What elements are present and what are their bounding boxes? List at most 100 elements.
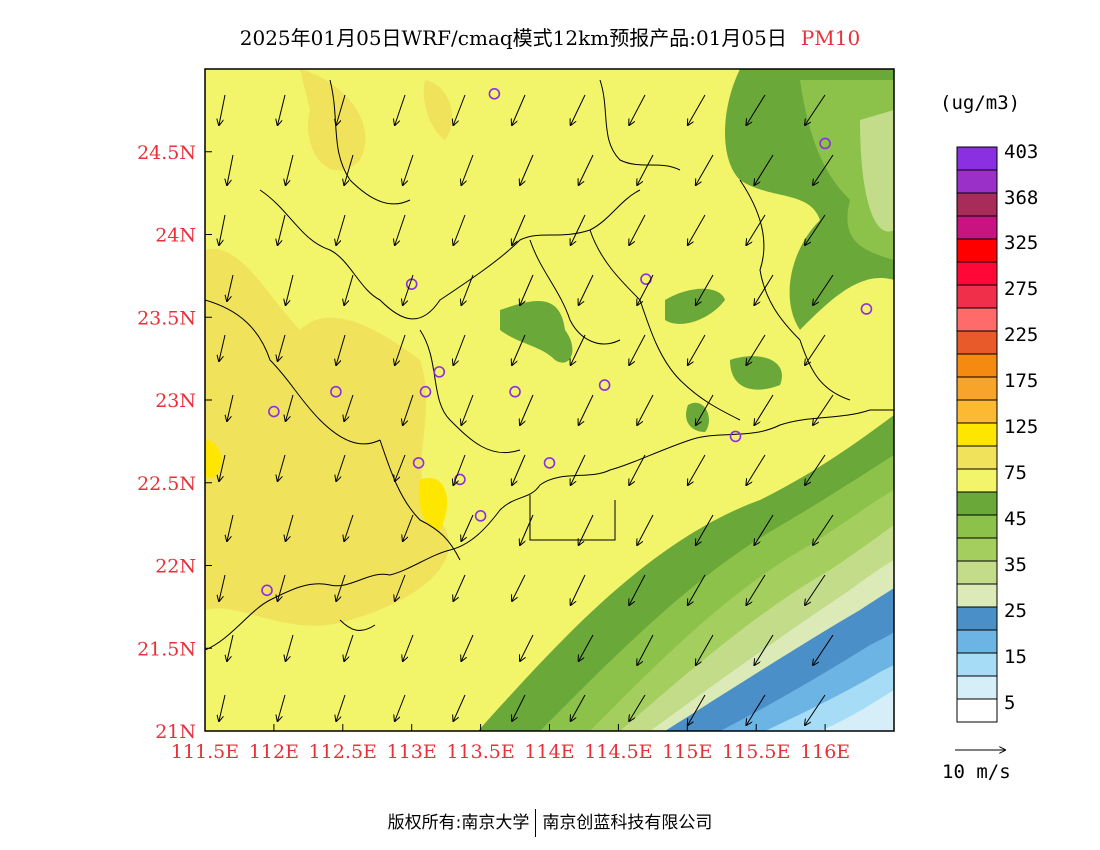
wind-arrow bbox=[579, 514, 594, 545]
x-tick-label: 113.5E bbox=[446, 741, 514, 763]
wind-arrow bbox=[754, 394, 774, 425]
band-5c bbox=[820, 690, 894, 731]
field-patch-hot bbox=[418, 478, 448, 530]
station-marker bbox=[268, 405, 280, 418]
colorbar-swatch bbox=[956, 330, 998, 355]
wind-arrow bbox=[336, 454, 346, 481]
legend-unit: (ug/m3) bbox=[940, 92, 1020, 114]
wind-arrow bbox=[395, 574, 406, 601]
wind-arrow bbox=[805, 454, 826, 485]
wind-arrow bbox=[813, 514, 834, 545]
wind-arrow bbox=[219, 574, 226, 601]
colorbar-swatch bbox=[956, 376, 998, 401]
wind-arrow bbox=[278, 214, 286, 245]
station-marker bbox=[330, 385, 342, 398]
station-marker bbox=[860, 303, 873, 315]
field-ne-lighter bbox=[860, 110, 894, 232]
wind-arrow bbox=[336, 94, 346, 125]
wind-arrow bbox=[395, 334, 406, 365]
colorbar-label: 125 bbox=[1004, 416, 1038, 438]
wind-arrow bbox=[520, 394, 534, 425]
wind-arrow bbox=[637, 274, 654, 305]
wind-arrow bbox=[813, 394, 834, 425]
station-marker bbox=[509, 385, 521, 398]
wind-arrow bbox=[520, 634, 534, 661]
wind-arrow bbox=[461, 154, 474, 185]
wind-arrow bbox=[461, 634, 474, 661]
wind-arrow bbox=[746, 574, 766, 605]
colorbar-swatch bbox=[956, 698, 998, 723]
station-marker bbox=[474, 510, 487, 522]
wind-arrow bbox=[696, 634, 714, 665]
field-center-green4 bbox=[685, 402, 709, 432]
colorbar-label: 368 bbox=[1004, 187, 1038, 209]
colorbar-swatch bbox=[956, 261, 998, 286]
x-tick-label: 114.5E bbox=[584, 741, 652, 763]
wind-arrow bbox=[688, 214, 706, 245]
wind-arrow bbox=[512, 694, 526, 721]
wind-arrow bbox=[520, 274, 534, 305]
wind-arrow bbox=[227, 394, 234, 421]
wind-arrow bbox=[403, 634, 414, 661]
title-main: 2025年01月05日WRF/cmaq模式12km预报产品:01月05日 bbox=[239, 26, 787, 50]
wind-arrow bbox=[286, 394, 294, 421]
colorbar-label: 25 bbox=[1004, 600, 1027, 622]
colorbar-swatch bbox=[956, 192, 998, 217]
wind-arrow bbox=[219, 94, 226, 125]
wind-arrow bbox=[344, 154, 354, 185]
y-tick-label: 21N bbox=[155, 721, 196, 743]
wind-arrow bbox=[696, 514, 714, 545]
wind-arrow bbox=[805, 214, 826, 245]
footer-copyright: 版权所有:南京大学 bbox=[387, 813, 530, 833]
wind-arrow bbox=[278, 334, 286, 361]
wind-arrow bbox=[344, 274, 354, 305]
wind-arrow bbox=[453, 334, 466, 365]
wind-arrow bbox=[286, 274, 294, 305]
wind-arrow bbox=[512, 454, 526, 485]
wind-arrow bbox=[571, 214, 586, 245]
field-center-green bbox=[500, 301, 573, 363]
wind-arrow bbox=[512, 94, 526, 125]
wind-arrow bbox=[227, 154, 234, 185]
wind-vectors bbox=[219, 94, 834, 725]
colorbar-label: 225 bbox=[1004, 324, 1038, 346]
field-patch-west bbox=[205, 248, 449, 626]
wind-arrow bbox=[453, 694, 466, 721]
wind-arrow bbox=[688, 694, 706, 725]
field-patch-north bbox=[300, 69, 366, 171]
colorbar-label: 5 bbox=[1004, 692, 1015, 714]
wind-arrow bbox=[336, 574, 346, 601]
wind-arrow bbox=[629, 94, 646, 125]
wind-arrow bbox=[571, 454, 586, 485]
x-tick-label: 116E bbox=[800, 741, 850, 763]
colorbar-swatch bbox=[956, 514, 998, 539]
y-tick-label: 21.5N bbox=[137, 638, 196, 660]
wind-arrow bbox=[746, 454, 766, 485]
wind-arrow bbox=[278, 454, 286, 481]
wind-arrow bbox=[688, 454, 706, 485]
y-tick-label: 22N bbox=[155, 556, 196, 578]
wind-arrow bbox=[688, 574, 706, 605]
wind-arrow bbox=[344, 634, 354, 661]
wind-arrow bbox=[754, 274, 774, 305]
wind-arrow bbox=[746, 694, 766, 725]
wind-arrow bbox=[227, 274, 234, 301]
wind-arrow bbox=[579, 154, 594, 185]
colorbar-swatch bbox=[956, 422, 998, 447]
boundary-lines bbox=[205, 79, 894, 651]
colorbar-swatch bbox=[956, 215, 998, 240]
wind-arrow bbox=[286, 634, 294, 661]
wind-arrow bbox=[688, 334, 706, 365]
chart-title: 2025年01月05日WRF/cmaq模式12km预报产品:01月05日 PM10 bbox=[0, 22, 1100, 51]
colorbar-label: 75 bbox=[1004, 462, 1027, 484]
wind-arrow bbox=[746, 334, 766, 365]
wind-arrow bbox=[453, 94, 466, 125]
station-marker bbox=[543, 457, 556, 469]
wind-arrow bbox=[579, 274, 594, 305]
wind-arrow bbox=[579, 634, 594, 661]
wind-arrow bbox=[227, 634, 234, 661]
wind-arrow bbox=[746, 94, 766, 125]
wind-arrow bbox=[629, 574, 646, 605]
footer: 版权所有:南京大学 南京创蓝科技有限公司 bbox=[0, 808, 1100, 837]
